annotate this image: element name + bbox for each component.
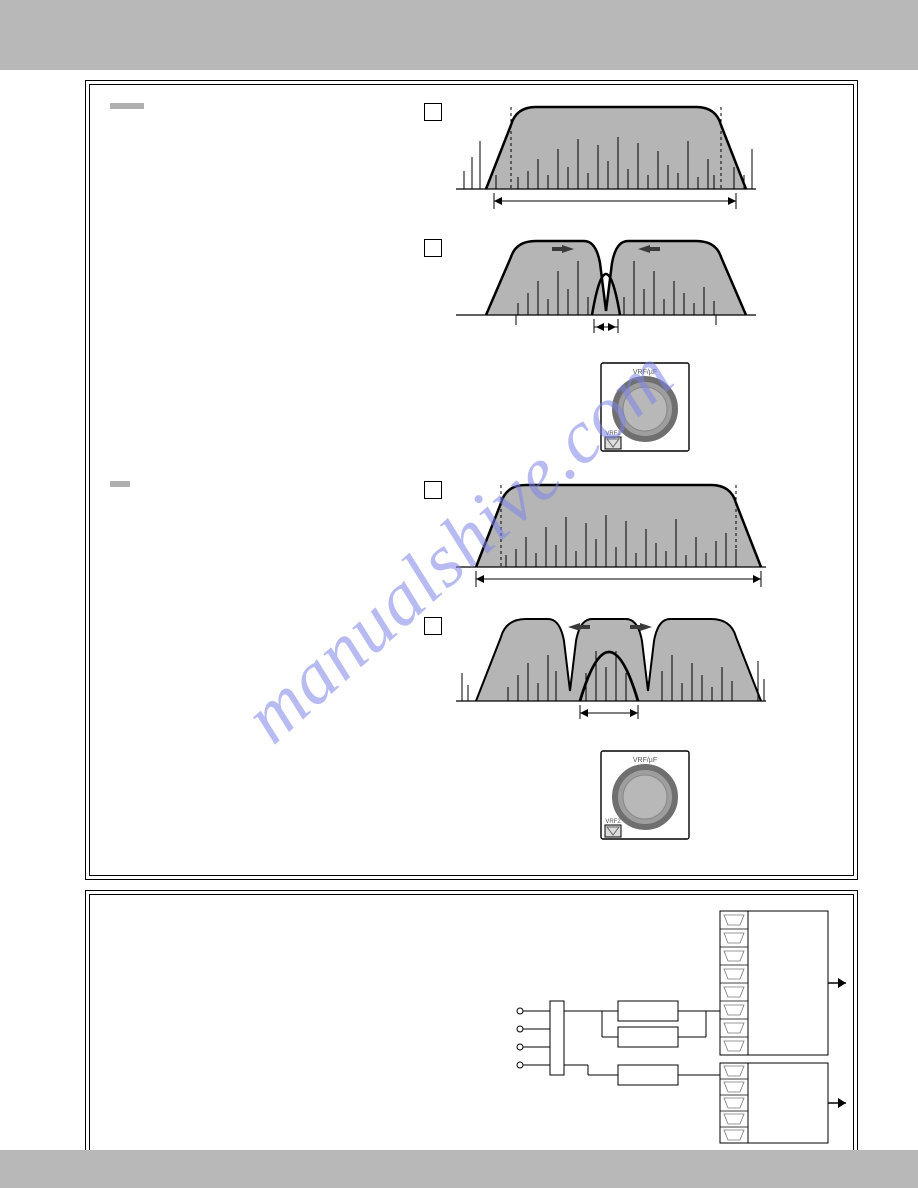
block-diagram	[510, 907, 850, 1147]
upper-framed-panel-inner: VRF/µF VRF2	[89, 84, 854, 876]
knob-illustration-2: VRF/µF VRF2	[456, 747, 833, 843]
triple-peak-svg	[456, 611, 766, 731]
block-diagram-svg	[510, 907, 850, 1147]
lower-framed-panel	[85, 890, 858, 1164]
block-diagram-area	[110, 907, 833, 1147]
section-peak-text-col	[110, 475, 440, 853]
footer-bar	[0, 1150, 918, 1188]
figure-bandpass-wider	[456, 475, 833, 595]
knob-btn-label: VRF2	[605, 431, 621, 437]
notch-curve-svg	[456, 233, 756, 343]
figure-triple-peak	[456, 611, 833, 731]
section-marker	[110, 481, 130, 487]
upper-framed-panel: VRF/µF VRF2	[85, 80, 858, 880]
section-notch-figs: VRF/µF VRF2	[456, 97, 833, 465]
lower-framed-panel-inner	[89, 894, 854, 1160]
section-notch-text-col	[110, 97, 440, 465]
figure-bandpass-wide	[456, 97, 833, 217]
knob-btn-label: VRF2	[605, 819, 621, 825]
figure-notch	[456, 233, 833, 343]
figure-checkbox	[424, 239, 442, 257]
section-notch: VRF/µF VRF2	[110, 97, 833, 465]
upper-filter-stack	[720, 911, 846, 1055]
header-bar	[0, 0, 918, 70]
section-marker	[110, 103, 144, 109]
bandpass-wider-svg	[456, 475, 766, 595]
section-peak: VRF/µF VRF2	[110, 475, 833, 853]
page-content: VRF/µF VRF2	[0, 70, 918, 1164]
bandpass-curve-svg	[456, 97, 756, 217]
section-peak-figs: VRF/µF VRF2	[456, 475, 833, 853]
figure-checkbox	[424, 481, 442, 499]
knob-svg: VRF/µF VRF2	[595, 359, 695, 455]
knob-illustration-1: VRF/µF VRF2	[456, 359, 833, 455]
figure-checkbox	[424, 617, 442, 635]
knob-label-top: VRF/µF	[632, 757, 656, 764]
knob-label-top: VRF/µF	[632, 369, 656, 376]
knob-svg: VRF/µF VRF2	[595, 747, 695, 843]
figure-checkbox	[424, 103, 442, 121]
block-diagram-text-col	[110, 907, 490, 1147]
lower-filter-stack	[720, 1063, 846, 1143]
